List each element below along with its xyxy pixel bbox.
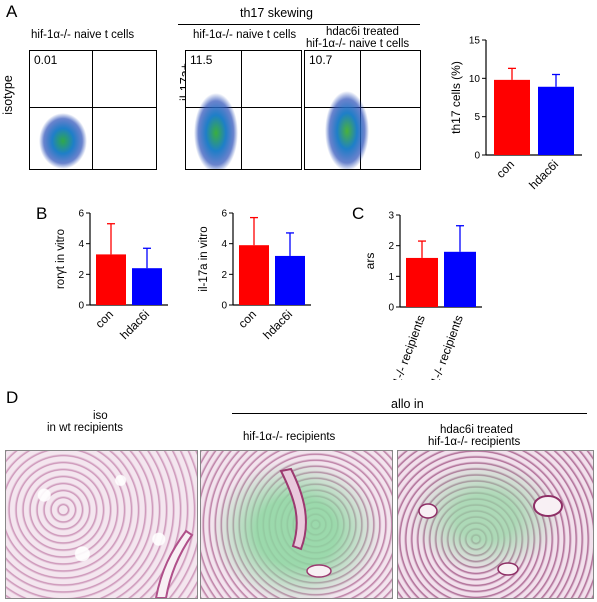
- y-axis-label: rorγt in vitro: [55, 229, 67, 289]
- th17-skewing-header: th17 skewing: [240, 6, 313, 20]
- flow-yaxis-isotype: isotype: [0, 75, 15, 115]
- y-tick-label: 5: [474, 112, 480, 123]
- y-tick-label: 4: [221, 239, 227, 250]
- bar: [132, 268, 162, 305]
- x-tick-label: hdac6i: [526, 157, 561, 192]
- flow-density-cloud: [325, 91, 369, 169]
- panel-letter-d: D: [6, 388, 19, 407]
- vessel-shape: [279, 467, 332, 578]
- flow-plot-3-title-line1: hdac6i treated: [326, 26, 399, 38]
- flow-density-cloud: [194, 93, 238, 169]
- bar: [275, 255, 305, 305]
- y-axis-label: ars: [363, 253, 377, 270]
- y-tick-label: 0: [388, 303, 394, 314]
- th17-skewing-bracket: [178, 24, 420, 25]
- allo-in-header: allo in: [391, 397, 424, 411]
- y-tick-label: 6: [78, 209, 84, 220]
- histology-3-title-line2: hif-1α-/- recipients: [428, 436, 521, 448]
- flow-percent-il17a: 11.5: [190, 53, 213, 67]
- x-tick-label: hdac6i: [260, 307, 295, 340]
- bar-chart-roryt: 0 2 4 6 rorγt in vitro con hdac6i: [55, 209, 168, 340]
- airway-shape: [154, 529, 194, 598]
- panel-letter-c: C: [352, 204, 365, 223]
- bar: [239, 245, 269, 305]
- airway-shape: [418, 495, 563, 576]
- y-tick-label: 4: [78, 239, 84, 250]
- bar: [406, 257, 438, 307]
- bar: [494, 79, 530, 155]
- flow-plot-2-title: hif-1α-/- naive t cells: [193, 29, 297, 41]
- y-axis-label: th17 cells (%): [449, 61, 463, 134]
- x-tick-label: con: [494, 157, 518, 181]
- flow-plot-1-title: hif-1α-/- naive t cells: [31, 29, 135, 41]
- y-axis-label: il-17a in vitro: [198, 226, 210, 291]
- bar: [444, 251, 476, 307]
- x-tick-label: hdac6i: [117, 307, 152, 340]
- panel-letter-b: B: [36, 204, 48, 223]
- y-tick-label: 6: [221, 209, 227, 220]
- y-tick-label: 0: [78, 301, 84, 312]
- flow-density-cloud: [39, 113, 87, 169]
- histology-1-title-line1: iso: [93, 410, 108, 422]
- y-tick-label: 3: [388, 211, 394, 222]
- y-tick-label: 2: [78, 270, 84, 281]
- allo-in-bracket: [232, 413, 587, 414]
- bar: [538, 86, 574, 155]
- bar-chart-th17-cells: 0 5 10 15 th17 cells (%) con hdac6i: [449, 36, 582, 192]
- y-tick-label: 15: [469, 36, 481, 47]
- flow-plot-isotype: 0.01: [29, 50, 157, 170]
- histology-image-iso: [5, 450, 198, 599]
- y-tick-label: 0: [474, 151, 480, 162]
- x-tick-label: con: [93, 307, 117, 331]
- y-tick-label: 1: [388, 272, 394, 283]
- x-tick-label: hif-1-/- recipients: [384, 313, 428, 380]
- flow-percent-isotype: 0.01: [34, 53, 58, 67]
- flow-plot-3-title-line2: hif-1α-/- naive t cells: [306, 38, 410, 50]
- x-tick-label: con: [236, 307, 260, 331]
- panel-letter-a: A: [6, 2, 18, 21]
- y-tick-label: 10: [469, 74, 481, 85]
- y-tick-label: 2: [388, 241, 394, 252]
- y-tick-label: 0: [221, 301, 227, 312]
- histology-1-title-line2: in wt recipients: [47, 422, 124, 434]
- histology-2-title: hif-1α-/- recipients: [243, 431, 336, 443]
- histology-3-title-line1: hdac6i treated: [440, 424, 513, 436]
- bar: [96, 254, 126, 305]
- flow-plot-hdac6i: 10.7: [304, 50, 421, 170]
- flow-plot-il17a: 11.5: [185, 50, 302, 170]
- y-tick-label: 2: [221, 270, 227, 281]
- histology-image-hif: [200, 450, 393, 599]
- bar-chart-il17a: 0 2 4 6 il-17a in vitro con hdac6i: [198, 209, 311, 340]
- flow-percent-hdac6i: 10.7: [309, 53, 333, 67]
- histology-image-hdac6i: [397, 450, 594, 599]
